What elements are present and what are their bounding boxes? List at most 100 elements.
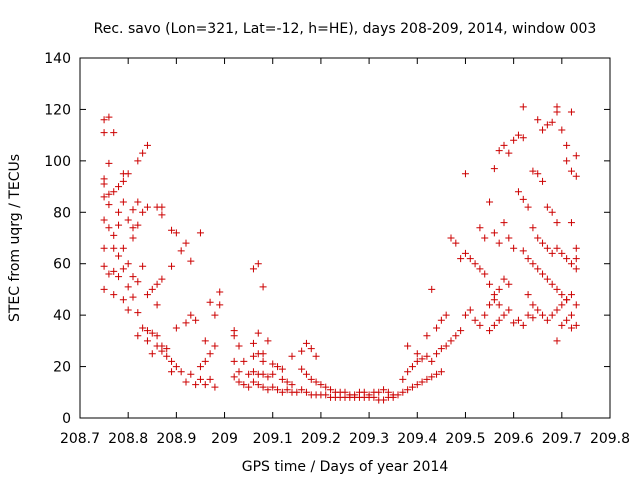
data-point [264,373,272,381]
data-point [172,363,180,371]
data-point [124,283,132,291]
data-point [481,270,489,278]
data-point [380,396,388,404]
data-point [110,291,118,299]
x-tick-label: 209 [211,431,238,447]
data-point [519,134,527,142]
data-point [572,265,580,273]
data-point [182,319,190,327]
data-point [543,275,551,283]
data-point [249,378,257,386]
x-tick-label: 208.7 [60,431,100,447]
data-point [428,357,436,365]
x-tick-label: 209.6 [494,431,534,447]
data-point [505,280,513,288]
data-point [278,375,286,383]
data-point [558,321,566,329]
data-point [428,373,436,381]
data-point [119,177,127,185]
data-point [105,113,113,121]
data-point [211,342,219,350]
data-point [230,373,238,381]
data-point [495,239,503,247]
data-point [486,327,494,335]
data-point [500,219,508,227]
data-point [490,229,498,237]
y-tick-label: 120 [44,102,71,118]
x-tick-label: 209.8 [590,431,630,447]
data-point [524,311,532,319]
data-point [124,306,132,314]
data-point [486,198,494,206]
data-point [481,311,489,319]
data-point [495,301,503,309]
data-point [408,363,416,371]
data-point [563,316,571,324]
data-point [307,345,315,353]
data-point [302,339,310,347]
data-point [461,249,469,257]
y-axis-label: STEC from uqrg / TECUs [7,154,23,322]
data-point [211,311,219,319]
data-point [539,126,547,134]
data-point [288,381,296,389]
data-point [481,234,489,242]
data-point [153,301,161,309]
data-point [529,260,537,268]
data-point [553,219,561,227]
data-point [105,201,113,209]
data-point [433,350,441,358]
data-point [240,357,248,365]
data-point [153,332,161,340]
data-point [572,321,580,329]
data-point [148,350,156,358]
data-point [447,234,455,242]
data-point [100,285,108,293]
data-point [543,121,551,129]
data-point [158,275,166,283]
data-point [567,324,575,332]
data-point [567,108,575,116]
data-point [254,329,262,337]
data-point [543,203,551,211]
data-point [254,381,262,389]
data-point [413,381,421,389]
data-point [143,141,151,149]
data-point [312,352,320,360]
data-point [293,388,301,396]
data-point [548,118,556,126]
y-tick-label: 60 [53,257,71,273]
data-point [548,311,556,319]
data-point [442,342,450,350]
data-point [206,375,214,383]
data-point [351,391,359,399]
data-point [466,306,474,314]
data-point [196,229,204,237]
data-point [129,224,137,232]
data-point [408,383,416,391]
data-point [119,265,127,273]
plot-frame [79,57,611,419]
data-point [100,180,108,188]
data-point [269,370,277,378]
data-point [269,360,277,368]
data-point [529,314,537,322]
data-point [115,273,123,281]
data-point [148,285,156,293]
data-point [529,301,537,309]
data-point [177,247,185,255]
data-point [563,141,571,149]
data-point [249,352,257,360]
data-point [143,291,151,299]
plot-border [79,57,611,419]
data-point [168,226,176,234]
data-point [168,262,176,270]
data-point [423,332,431,340]
data-point [129,293,137,301]
data-point [143,327,151,335]
data-point [514,188,522,196]
data-point [505,149,513,157]
data-point [567,291,575,299]
data-point [307,375,315,383]
data-point [264,386,272,394]
